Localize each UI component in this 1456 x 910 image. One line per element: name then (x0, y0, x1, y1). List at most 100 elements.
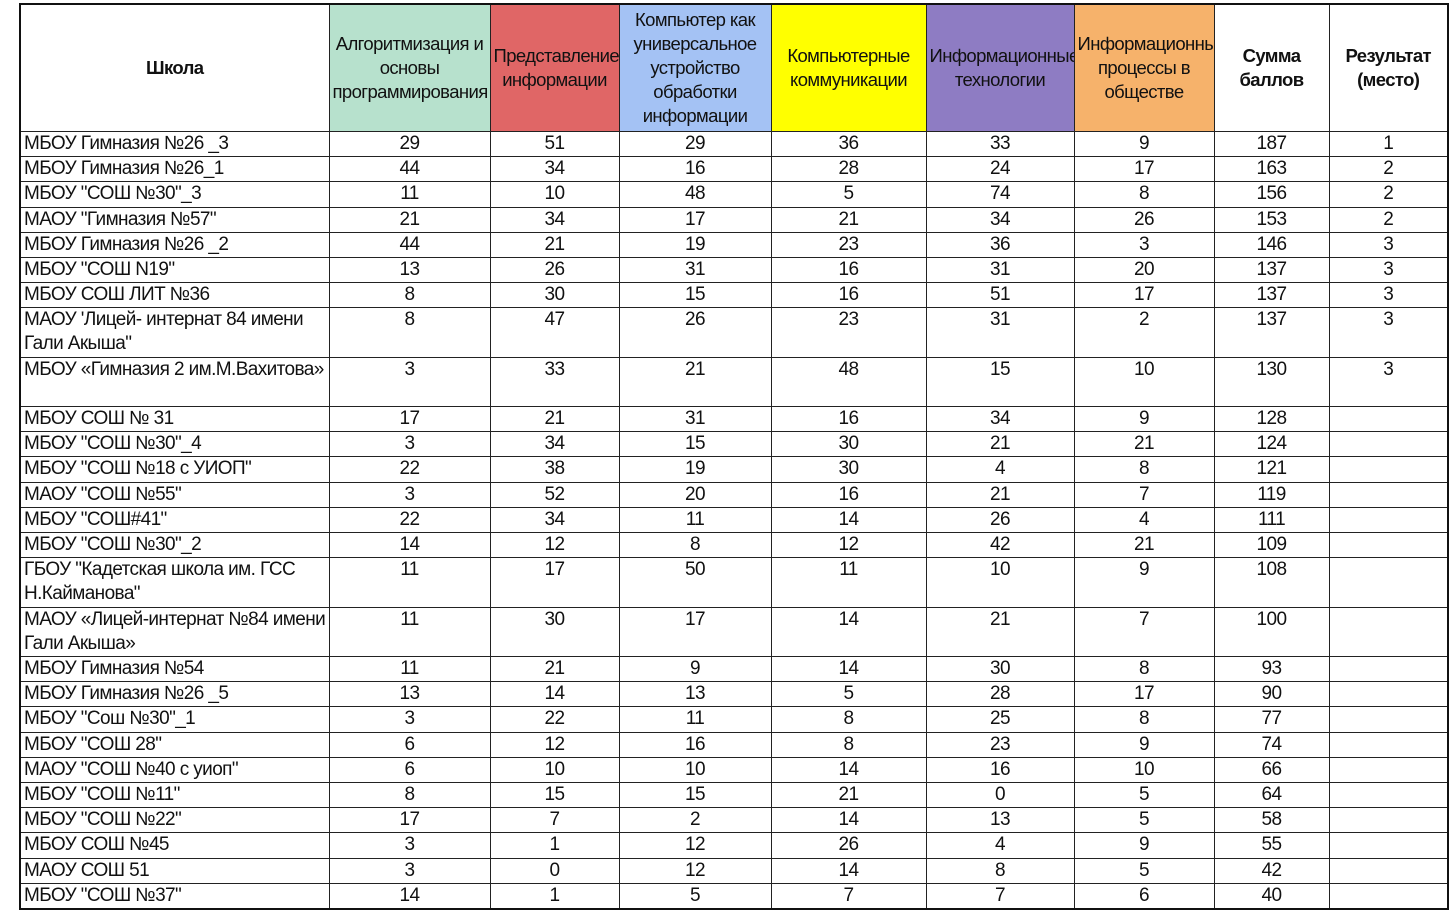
it-cell: 15 (925, 356, 1075, 408)
total-score-cell: 121 (1213, 456, 1330, 483)
info-processes-cell: 5 (1073, 807, 1215, 834)
school-name-cell: МБОУ СОШ ЛИТ №36 (19, 282, 330, 309)
algorithms-cell: 29 (328, 130, 491, 158)
header-row: Школа Алгоритмизация и основы программиро… (19, 3, 1449, 132)
info-processes-cell: 8 (1073, 706, 1215, 733)
computer-cell: 10 (618, 756, 772, 783)
communications-cell: 23 (770, 231, 927, 258)
representation-cell: 12 (489, 532, 620, 559)
communications-cell: 28 (770, 156, 927, 183)
column-header-communications: Компьютерные коммуникации (770, 3, 927, 132)
place-cell (1328, 481, 1449, 508)
communications-cell: 16 (770, 282, 927, 309)
total-score-cell: 111 (1213, 506, 1330, 534)
info-processes-cell: 26 (1073, 206, 1215, 233)
it-cell: 51 (925, 282, 1075, 309)
it-cell: 33 (925, 130, 1075, 158)
total-score-cell: 137 (1213, 307, 1330, 358)
it-cell: 21 (925, 606, 1075, 658)
representation-cell: 1 (489, 832, 620, 859)
representation-cell: 38 (489, 456, 620, 483)
computer-cell: 21 (618, 356, 772, 408)
representation-cell: 34 (489, 506, 620, 534)
school-name-cell: МБОУ "Сош №30"_1 (19, 706, 330, 733)
table-row: МБОУ СОШ № 31 17 21 31 16 34 9 128 (19, 406, 1449, 433)
algorithms-cell: 3 (328, 431, 491, 458)
table-row: МАОУ "Гимназия №57" 21 34 17 21 34 26 153 2 (19, 206, 1449, 233)
algorithms-cell: 44 (328, 156, 491, 183)
school-name-cell: МАОУ "Гимназия №57" (19, 206, 330, 233)
total-score-cell: 146 (1213, 231, 1330, 258)
total-score-cell: 163 (1213, 156, 1330, 183)
info-processes-cell: 9 (1073, 731, 1215, 758)
representation-cell: 21 (489, 655, 620, 683)
representation-cell: 15 (489, 781, 620, 809)
info-processes-cell: 5 (1073, 857, 1215, 884)
it-cell: 4 (925, 456, 1075, 483)
it-cell: 26 (925, 506, 1075, 534)
table-row: МАОУ «Лицей-интернат №84 имени Гали Акыш… (19, 606, 1449, 658)
communications-cell: 5 (770, 681, 927, 708)
total-score-cell: 153 (1213, 206, 1330, 233)
column-header-representation: Представление информации (489, 3, 620, 132)
representation-cell: 47 (489, 307, 620, 358)
algorithms-cell: 8 (328, 307, 491, 358)
communications-cell: 21 (770, 781, 927, 809)
communications-cell: 14 (770, 655, 927, 683)
table-row: МБОУ «Гимназия 2 им.М.Вахитова» 3 33 21 48 15… (19, 356, 1449, 408)
info-processes-cell: 21 (1073, 532, 1215, 559)
school-name-cell: МБОУ "СОШ №11" (19, 781, 330, 809)
place-cell (1328, 882, 1449, 910)
table-row: МБОУ Гимназия №54 11 21 9 14 30 8 93 (19, 655, 1449, 683)
info-processes-cell: 5 (1073, 781, 1215, 809)
school-name-cell: МАОУ 'Лицей- интернат 84 имени Гали Акыш… (19, 307, 330, 358)
it-cell: 24 (925, 156, 1075, 183)
school-name-cell: МБОУ "СОШ №30"_4 (19, 431, 330, 458)
total-score-cell: 156 (1213, 181, 1330, 208)
computer-cell: 2 (618, 807, 772, 834)
school-name-cell: МБОУ Гимназия №26 _5 (19, 681, 330, 708)
place-cell (1328, 456, 1449, 483)
school-name-cell: МБОУ "СОШ#41" (19, 506, 330, 534)
representation-cell: 33 (489, 356, 620, 408)
representation-cell: 30 (489, 606, 620, 658)
it-cell: 13 (925, 807, 1075, 834)
it-cell: 21 (925, 481, 1075, 508)
school-name-cell: МБОУ "СОШ №22" (19, 807, 330, 834)
it-cell: 31 (925, 307, 1075, 358)
info-processes-cell: 9 (1073, 557, 1215, 608)
representation-cell: 12 (489, 731, 620, 758)
school-name-cell: МБОУ Гимназия №26_1 (19, 156, 330, 183)
table-row: МБОУ "СОШ №18 с УИОП" 22 38 19 30 4 8 121 (19, 456, 1449, 483)
algorithms-cell: 21 (328, 206, 491, 233)
representation-cell: 17 (489, 557, 620, 608)
communications-cell: 16 (770, 406, 927, 433)
algorithms-cell: 11 (328, 655, 491, 683)
computer-cell: 11 (618, 506, 772, 534)
communications-cell: 23 (770, 307, 927, 358)
place-cell: 3 (1328, 231, 1449, 258)
computer-cell: 31 (618, 406, 772, 433)
representation-cell: 1 (489, 882, 620, 910)
table-row: МБОУ "СОШ N19" 13 26 31 16 31 20 137 3 (19, 256, 1449, 284)
algorithms-cell: 22 (328, 506, 491, 534)
column-header-it: Информационные технологии (925, 3, 1075, 132)
school-name-cell: МАОУ СОШ 51 (19, 857, 330, 884)
total-score-cell: 137 (1213, 282, 1330, 309)
algorithms-cell: 8 (328, 282, 491, 309)
total-score-cell: 40 (1213, 882, 1330, 910)
place-cell (1328, 606, 1449, 658)
algorithms-cell: 17 (328, 807, 491, 834)
info-processes-cell: 8 (1073, 456, 1215, 483)
computer-cell: 13 (618, 681, 772, 708)
place-cell (1328, 832, 1449, 859)
it-cell: 42 (925, 532, 1075, 559)
it-cell: 8 (925, 857, 1075, 884)
total-score-cell: 130 (1213, 356, 1330, 408)
column-header-place: Результат (место) (1328, 3, 1449, 132)
total-score-cell: 90 (1213, 681, 1330, 708)
place-cell: 2 (1328, 206, 1449, 233)
info-processes-cell: 8 (1073, 181, 1215, 208)
communications-cell: 14 (770, 756, 927, 783)
communications-cell: 48 (770, 356, 927, 408)
